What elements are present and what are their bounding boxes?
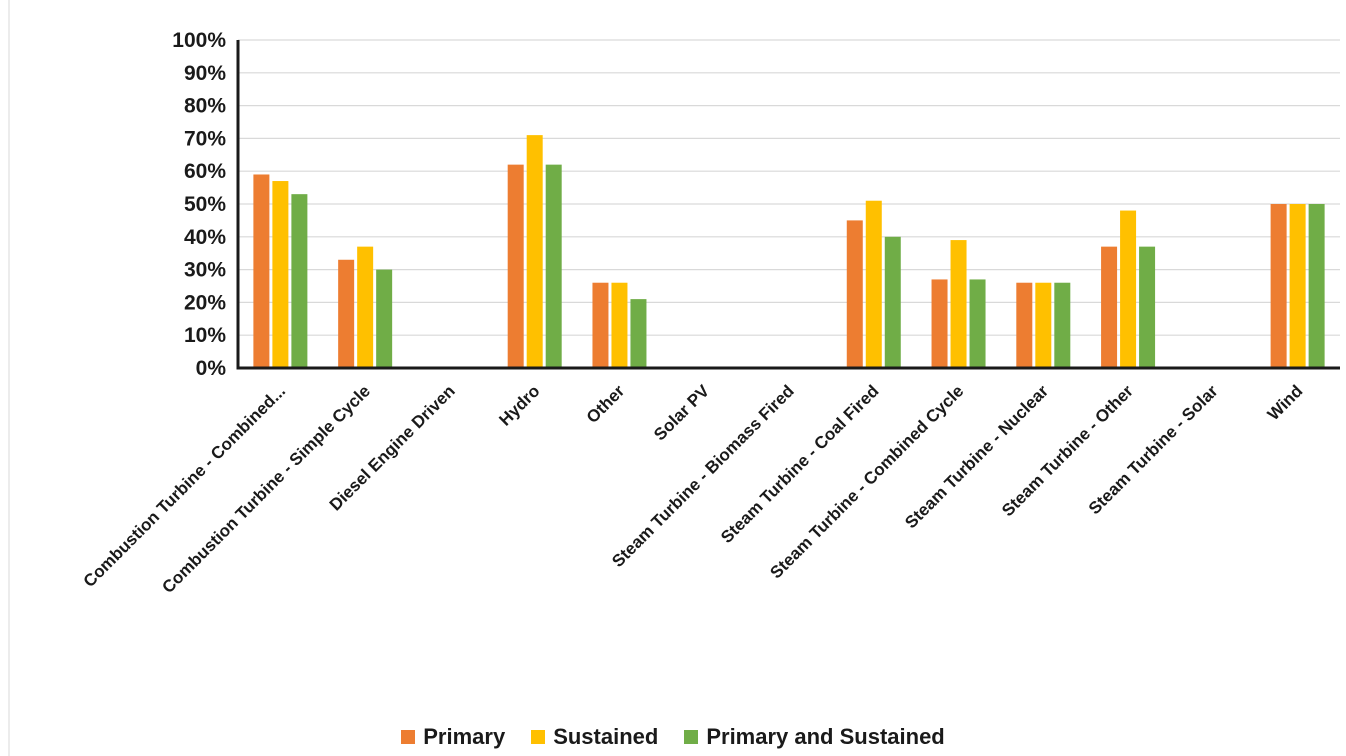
y-tick-label: 40% [184, 226, 226, 249]
bar-primary-and-sustained [376, 269, 393, 368]
legend-swatch [684, 730, 699, 744]
bar-primary-and-sustained [969, 279, 986, 368]
legend-item: Sustained [531, 724, 658, 750]
y-tick-label: 0% [196, 357, 227, 380]
bar-primary-and-sustained [1139, 246, 1156, 368]
bar-primary [253, 174, 270, 368]
axes [236, 40, 1340, 370]
bar-primary-and-sustained [545, 164, 562, 368]
bar-primary-and-sustained [884, 236, 901, 368]
bar-sustained [865, 200, 882, 368]
bar-sustained [272, 181, 289, 368]
legend: Primary Sustained Primary and Sustained [0, 724, 1346, 750]
y-tick-label: 10% [184, 324, 226, 347]
bar-primary [1016, 282, 1033, 368]
x-tick-label: Solar PV [650, 381, 713, 444]
legend-label: Primary and Sustained [706, 724, 945, 749]
y-tick-label: 70% [184, 127, 226, 150]
bar-primary [338, 259, 355, 368]
bar-primary [1101, 246, 1118, 368]
bars [253, 135, 1325, 368]
x-tick-label: Hydro [495, 381, 543, 429]
y-tick-label: 90% [184, 62, 226, 85]
legend-label: Sustained [553, 724, 659, 749]
x-tick-label: Other [583, 381, 629, 427]
gridlines [238, 39, 1340, 336]
bar-primary-and-sustained [1308, 204, 1325, 368]
bar-sustained [1289, 204, 1306, 368]
bar-primary [592, 282, 609, 368]
bar-primary [507, 164, 524, 368]
legend-label: Primary [423, 724, 506, 749]
bar-sustained [357, 246, 374, 368]
bar-primary [931, 279, 948, 368]
bar-sustained [611, 282, 628, 368]
bar-sustained [1035, 282, 1052, 368]
y-tick-label: 20% [184, 291, 226, 314]
legend-swatch [531, 730, 546, 744]
y-tick-label: 60% [184, 160, 226, 183]
bar-sustained [950, 240, 967, 368]
y-tick-label: 100% [172, 29, 226, 52]
x-tick-label: Steam Turbine - Coal Fired [717, 381, 883, 547]
bar-sustained [1120, 210, 1137, 368]
x-tick-label: Steam Turbine - Biomass Fired [608, 381, 798, 571]
bar-primary [1270, 204, 1287, 368]
y-tick-label: 50% [184, 193, 226, 216]
x-tick-label: Wind [1264, 381, 1307, 424]
x-tick-labels: Combustion Turbine - Combined...Combusti… [80, 381, 1307, 597]
bar-primary-and-sustained [1054, 282, 1071, 368]
bar-primary [846, 220, 863, 368]
legend-item: Primary and Sustained [684, 724, 945, 750]
legend-item: Primary [401, 724, 505, 750]
legend-swatch [401, 730, 416, 744]
bar-primary-and-sustained [291, 194, 308, 368]
y-tick-label: 30% [184, 259, 226, 282]
bar-sustained [526, 135, 543, 368]
y-tick-labels: 0% 10% 20% 30% 40% 50% 60% 70% 80% 90% 100% [172, 29, 226, 380]
bar-primary-and-sustained [630, 299, 647, 368]
x-tick-label: Steam Turbine - Nuclear [901, 381, 1052, 532]
y-tick-label: 80% [184, 95, 226, 118]
